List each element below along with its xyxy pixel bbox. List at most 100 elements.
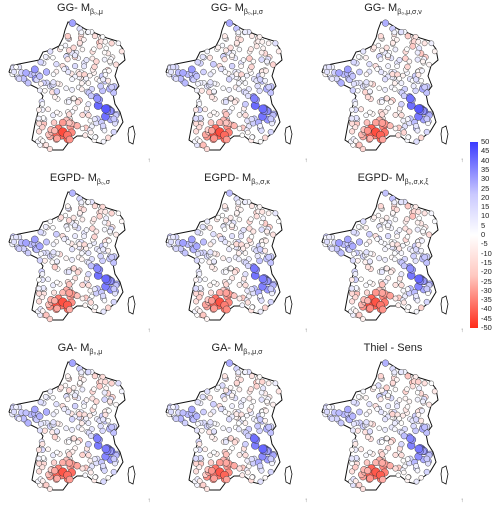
- station-marker: [257, 138, 264, 145]
- station-marker: [254, 83, 261, 90]
- station-marker: [69, 87, 75, 93]
- island-outline: [440, 295, 449, 315]
- station-marker: [379, 135, 387, 144]
- north-arrow-icon: ↑: [305, 498, 308, 504]
- station-marker: [69, 256, 75, 263]
- station-marker: [258, 219, 265, 226]
- station-marker: [258, 127, 265, 134]
- station-marker: [378, 305, 387, 314]
- station-marker: [216, 458, 224, 467]
- station-marker: [379, 47, 385, 54]
- station-marker: [216, 289, 224, 297]
- station-marker: [349, 73, 357, 80]
- station-marker: [108, 210, 115, 217]
- station-marker: [235, 256, 242, 263]
- legend-tick-label: -10: [481, 248, 492, 258]
- station-marker: [329, 75, 335, 82]
- station-marker: [210, 60, 217, 68]
- station-marker: [404, 32, 412, 40]
- station-marker: [235, 250, 242, 257]
- station-marker: [377, 396, 384, 403]
- station-marker: [236, 282, 243, 288]
- station-marker: [240, 75, 246, 82]
- station-marker: [258, 56, 265, 63]
- station-marker: [386, 292, 394, 300]
- station-marker: [259, 208, 266, 215]
- station-marker: [108, 423, 116, 431]
- station-marker: [199, 427, 205, 434]
- station-marker: [400, 299, 407, 306]
- station-marker: [72, 233, 78, 239]
- station-marker: [236, 125, 243, 132]
- station-marker: [226, 86, 232, 93]
- station-marker: [208, 127, 216, 135]
- station-marker: [100, 478, 107, 485]
- station-marker: [233, 379, 240, 386]
- station-marker: [222, 119, 230, 127]
- station-marker: [110, 455, 118, 463]
- station-marker: [257, 308, 264, 315]
- legend-tick-label: 15: [481, 202, 490, 212]
- station-marker: [253, 43, 260, 50]
- station-marker: [270, 231, 277, 238]
- station-marker: [355, 88, 361, 94]
- station-marker: [81, 63, 88, 70]
- station-marker: [79, 250, 85, 256]
- station-marker: [414, 56, 421, 63]
- station-marker: [398, 282, 405, 289]
- station-marker: [24, 249, 32, 257]
- station-marker: [358, 276, 364, 282]
- legend-tick-label: 30: [481, 174, 490, 184]
- station-marker: [349, 447, 355, 453]
- station-marker: [115, 40, 122, 47]
- station-marker: [253, 383, 260, 390]
- station-marker: [210, 428, 217, 435]
- station-marker: [372, 118, 380, 127]
- station-marker: [208, 289, 214, 296]
- station-marker: [37, 420, 44, 427]
- station-marker: [105, 247, 111, 254]
- station-marker: [50, 282, 56, 289]
- legend-tick-label: 45: [481, 146, 490, 156]
- station-marker: [421, 40, 428, 47]
- station-marker: [235, 199, 242, 206]
- station-marker: [75, 439, 81, 445]
- station-marker: [381, 359, 390, 367]
- station-marker: [356, 408, 363, 416]
- legend-tick-label: -30: [481, 285, 492, 295]
- station-marker: [384, 265, 390, 272]
- station-marker: [229, 403, 235, 409]
- station-marker: [36, 277, 42, 283]
- station-marker: [65, 459, 73, 467]
- station-marker: [105, 134, 112, 141]
- station-marker: [245, 129, 251, 136]
- station-marker: [193, 468, 200, 475]
- station-marker: [207, 112, 213, 119]
- station-marker: [203, 486, 210, 492]
- station-marker: [414, 49, 421, 56]
- station-marker: [105, 304, 112, 311]
- station-marker: [398, 199, 405, 205]
- station-marker: [91, 386, 97, 392]
- station-marker: [202, 276, 208, 282]
- station-marker: [391, 420, 398, 427]
- station-marker: [65, 119, 73, 127]
- station-marker: [267, 298, 274, 306]
- station-marker: [200, 68, 207, 76]
- station-marker: [392, 451, 399, 458]
- station-marker: [229, 392, 235, 399]
- station-marker: [79, 256, 85, 263]
- station-marker: [215, 384, 221, 391]
- station-marker: [65, 387, 73, 394]
- island-outline: [284, 295, 293, 315]
- station-marker: [193, 427, 200, 434]
- station-marker: [362, 259, 369, 265]
- station-marker: [83, 415, 89, 422]
- station-marker: [35, 446, 42, 453]
- france-map: ↑: [8, 189, 151, 334]
- station-marker: [24, 419, 32, 427]
- station-marker: [54, 279, 60, 286]
- station-marker: [381, 19, 390, 27]
- station-marker: [74, 99, 81, 106]
- station-marker: [396, 415, 402, 422]
